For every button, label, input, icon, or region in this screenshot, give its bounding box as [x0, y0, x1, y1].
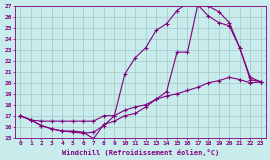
X-axis label: Windchill (Refroidissement éolien,°C): Windchill (Refroidissement éolien,°C)	[62, 149, 219, 156]
